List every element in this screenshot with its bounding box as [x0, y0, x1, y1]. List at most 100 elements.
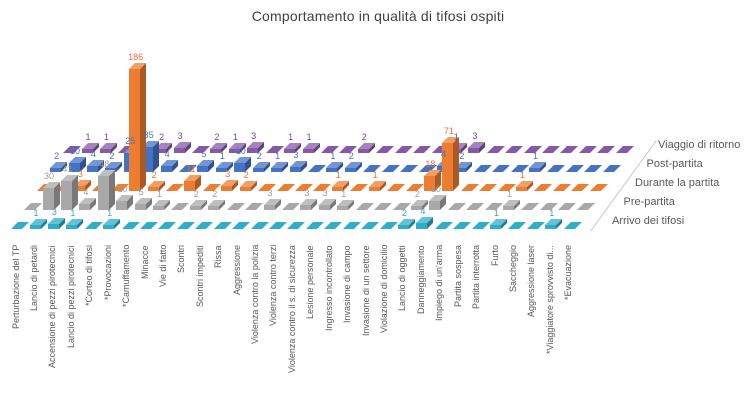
bar-front-face [147, 187, 159, 191]
category-axis-label: Scontri impediti [194, 245, 205, 307]
bar-front-face [208, 206, 220, 210]
bar-front-face [215, 168, 227, 172]
bar-front-face [516, 187, 528, 191]
bar-front-face [228, 149, 240, 153]
data-label: 10 [70, 146, 81, 156]
data-label: 5 [201, 149, 207, 159]
bar-front-face [423, 176, 435, 191]
category-axis-label: Violenza contro il s. di sicurezza [286, 245, 297, 373]
depth-axis-label: Arrivo dei tifosi [612, 215, 685, 227]
data-label: 1 [306, 132, 312, 142]
bar-front-face [289, 167, 301, 172]
bar-front-face [300, 205, 312, 210]
category-axis-label: Lesione personale [305, 245, 316, 319]
zero-value-tile [379, 222, 398, 229]
bar-front-face [331, 187, 343, 191]
data-label: 3 [267, 188, 273, 198]
bar-front-face [86, 166, 98, 172]
zero-value-tile [361, 222, 380, 229]
zero-value-tile [473, 165, 492, 172]
zero-value-tile [394, 146, 413, 153]
zero-value-tile [508, 222, 527, 229]
bar-front-face [155, 149, 167, 153]
bar-front-face [326, 168, 338, 172]
bar-front-face [252, 168, 264, 172]
zero-value-tile [571, 184, 590, 191]
zero-value-tile [213, 222, 232, 229]
category-axis-label: Lancio di pezzi pirotecnici [65, 245, 76, 348]
data-label: 1 [494, 208, 500, 218]
zero-value-tile [140, 222, 159, 229]
data-label: 3 [304, 188, 310, 198]
zero-value-tile [158, 222, 177, 229]
data-label: 2 [159, 132, 165, 142]
category-axis-label: Accensione di pezzi pirotecnici [47, 245, 58, 368]
bar-front-face [490, 225, 502, 229]
category-axis-label: Violenza contro terzi [268, 245, 279, 327]
data-label: 186 [128, 52, 144, 62]
zero-value-tile [589, 184, 608, 191]
bar-front-face [545, 225, 557, 229]
data-label: 1 [335, 170, 341, 180]
depth-axis-label: Pre-partita [623, 196, 675, 208]
zero-value-tile [526, 222, 545, 229]
data-label: 1 [103, 132, 109, 142]
data-label: 1 [341, 189, 347, 199]
category-axis-label: Impiego di un'arma [434, 245, 445, 322]
bar-front-face [153, 206, 165, 210]
zero-value-tile [281, 203, 300, 210]
data-label: 2 [212, 189, 218, 199]
zero-value-tile [560, 146, 579, 153]
data-label: 41 [62, 164, 73, 174]
zero-value-tile [195, 222, 214, 229]
category-axis-label: *Evacuazione [563, 245, 574, 301]
category-axis-label: Rissa [213, 245, 224, 268]
category-axis-label: Ingresso incontrollato [323, 245, 334, 331]
zero-value-tile [597, 146, 616, 153]
bar-front-face [81, 149, 93, 153]
data-label: 10 [430, 184, 441, 194]
bar-front-face [368, 187, 380, 191]
zero-value-tile [578, 146, 597, 153]
zero-value-tile [11, 222, 30, 229]
bar-front-face [134, 204, 146, 210]
zero-value-tile [471, 222, 490, 229]
data-label: 4 [83, 187, 89, 197]
zero-value-tile [121, 222, 140, 229]
bar-front-face [442, 143, 454, 191]
bar-front-face [416, 223, 428, 229]
bar-front-face [142, 147, 154, 172]
category-axis-label: Violazione di domicilio [379, 245, 389, 334]
category-axis-label: *Viaggiatore sprovvisto di... [544, 245, 555, 354]
bar-front-face [173, 148, 185, 153]
bar-front-face [73, 186, 85, 191]
data-label: 1 [33, 208, 39, 218]
bar-front-face [66, 225, 78, 229]
data-label: 2 [243, 170, 249, 180]
zero-value-tile [565, 165, 584, 172]
depth-axis-label: Durante la partita [635, 177, 720, 189]
bar-front-face [60, 181, 72, 210]
bar-front-face [263, 205, 275, 210]
bar-front-face [50, 168, 62, 172]
data-label: 4 [440, 149, 446, 159]
data-label: 1 [85, 132, 91, 142]
bar-front-face [160, 166, 172, 172]
bar-front-face [221, 186, 233, 191]
data-label: 1 [372, 170, 378, 180]
data-label: 1 [157, 189, 163, 199]
data-label: 1 [533, 151, 539, 161]
data-label: 25 [125, 136, 136, 146]
category-axis-label: Aggressione [231, 245, 242, 296]
zero-value-tile [287, 222, 306, 229]
data-label: 3 [51, 207, 57, 217]
data-label: 2 [401, 208, 407, 218]
category-axis-label: *Provocazioni [102, 245, 113, 301]
category-axis-label: Vie di fatto [157, 245, 168, 288]
zero-value-tile [268, 222, 287, 229]
bar-front-face [239, 187, 251, 191]
data-label: 11 [186, 164, 196, 174]
bar-front-face [271, 168, 283, 172]
bar-front-face [129, 69, 141, 191]
